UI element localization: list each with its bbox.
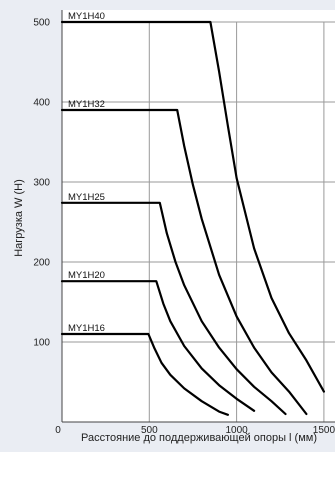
plot-area [62,10,335,422]
series-label-my1h25: MY1H25 [68,192,105,203]
series-label-my1h16: MY1H16 [68,323,105,334]
series-lines [60,20,325,416]
y-tick-label-400: 400 [33,98,50,109]
series-line-my1h16 [60,332,229,416]
y-tick-label-300: 300 [33,178,50,189]
axes [61,10,335,423]
y-tick-label-100: 100 [33,338,50,349]
x-axis-title: Расстояние до поддерживающей опоры l (мм… [81,432,317,444]
grid-lines [62,21,335,422]
series-line-my1h20 [60,280,256,412]
y-tick-label-200: 200 [33,258,50,269]
tick-labels: 0 500 1000 1500 100 200 300 400 500 [33,18,335,437]
load-vs-distance-chart: 0 500 1000 1500 100 200 300 400 500 MY1H40 MY1H32… [13,10,335,444]
x-tick-label-1000: 1000 [225,425,248,436]
y-tick-label-500: 500 [33,18,50,29]
series-label-my1h32: MY1H32 [68,99,105,110]
y-axis-title: Нагрузка W (Н) [13,179,25,257]
x-tick-label-1500: 1500 [313,425,335,436]
series-line-my1h40 [60,20,325,393]
series-line-my1h25 [60,201,287,416]
series-labels: MY1H40 MY1H32 MY1H25 MY1H20 MY1H16 [68,11,105,334]
x-tick-label-500: 500 [141,425,158,436]
series-label-my1h20: MY1H20 [68,270,105,281]
x-tick-label-0: 0 [55,425,61,436]
series-label-my1h40: MY1H40 [68,11,105,22]
chart-panel: 0 500 1000 1500 100 200 300 400 500 MY1H40 MY1H32… [0,0,335,452]
series-line-my1h32 [60,108,308,416]
